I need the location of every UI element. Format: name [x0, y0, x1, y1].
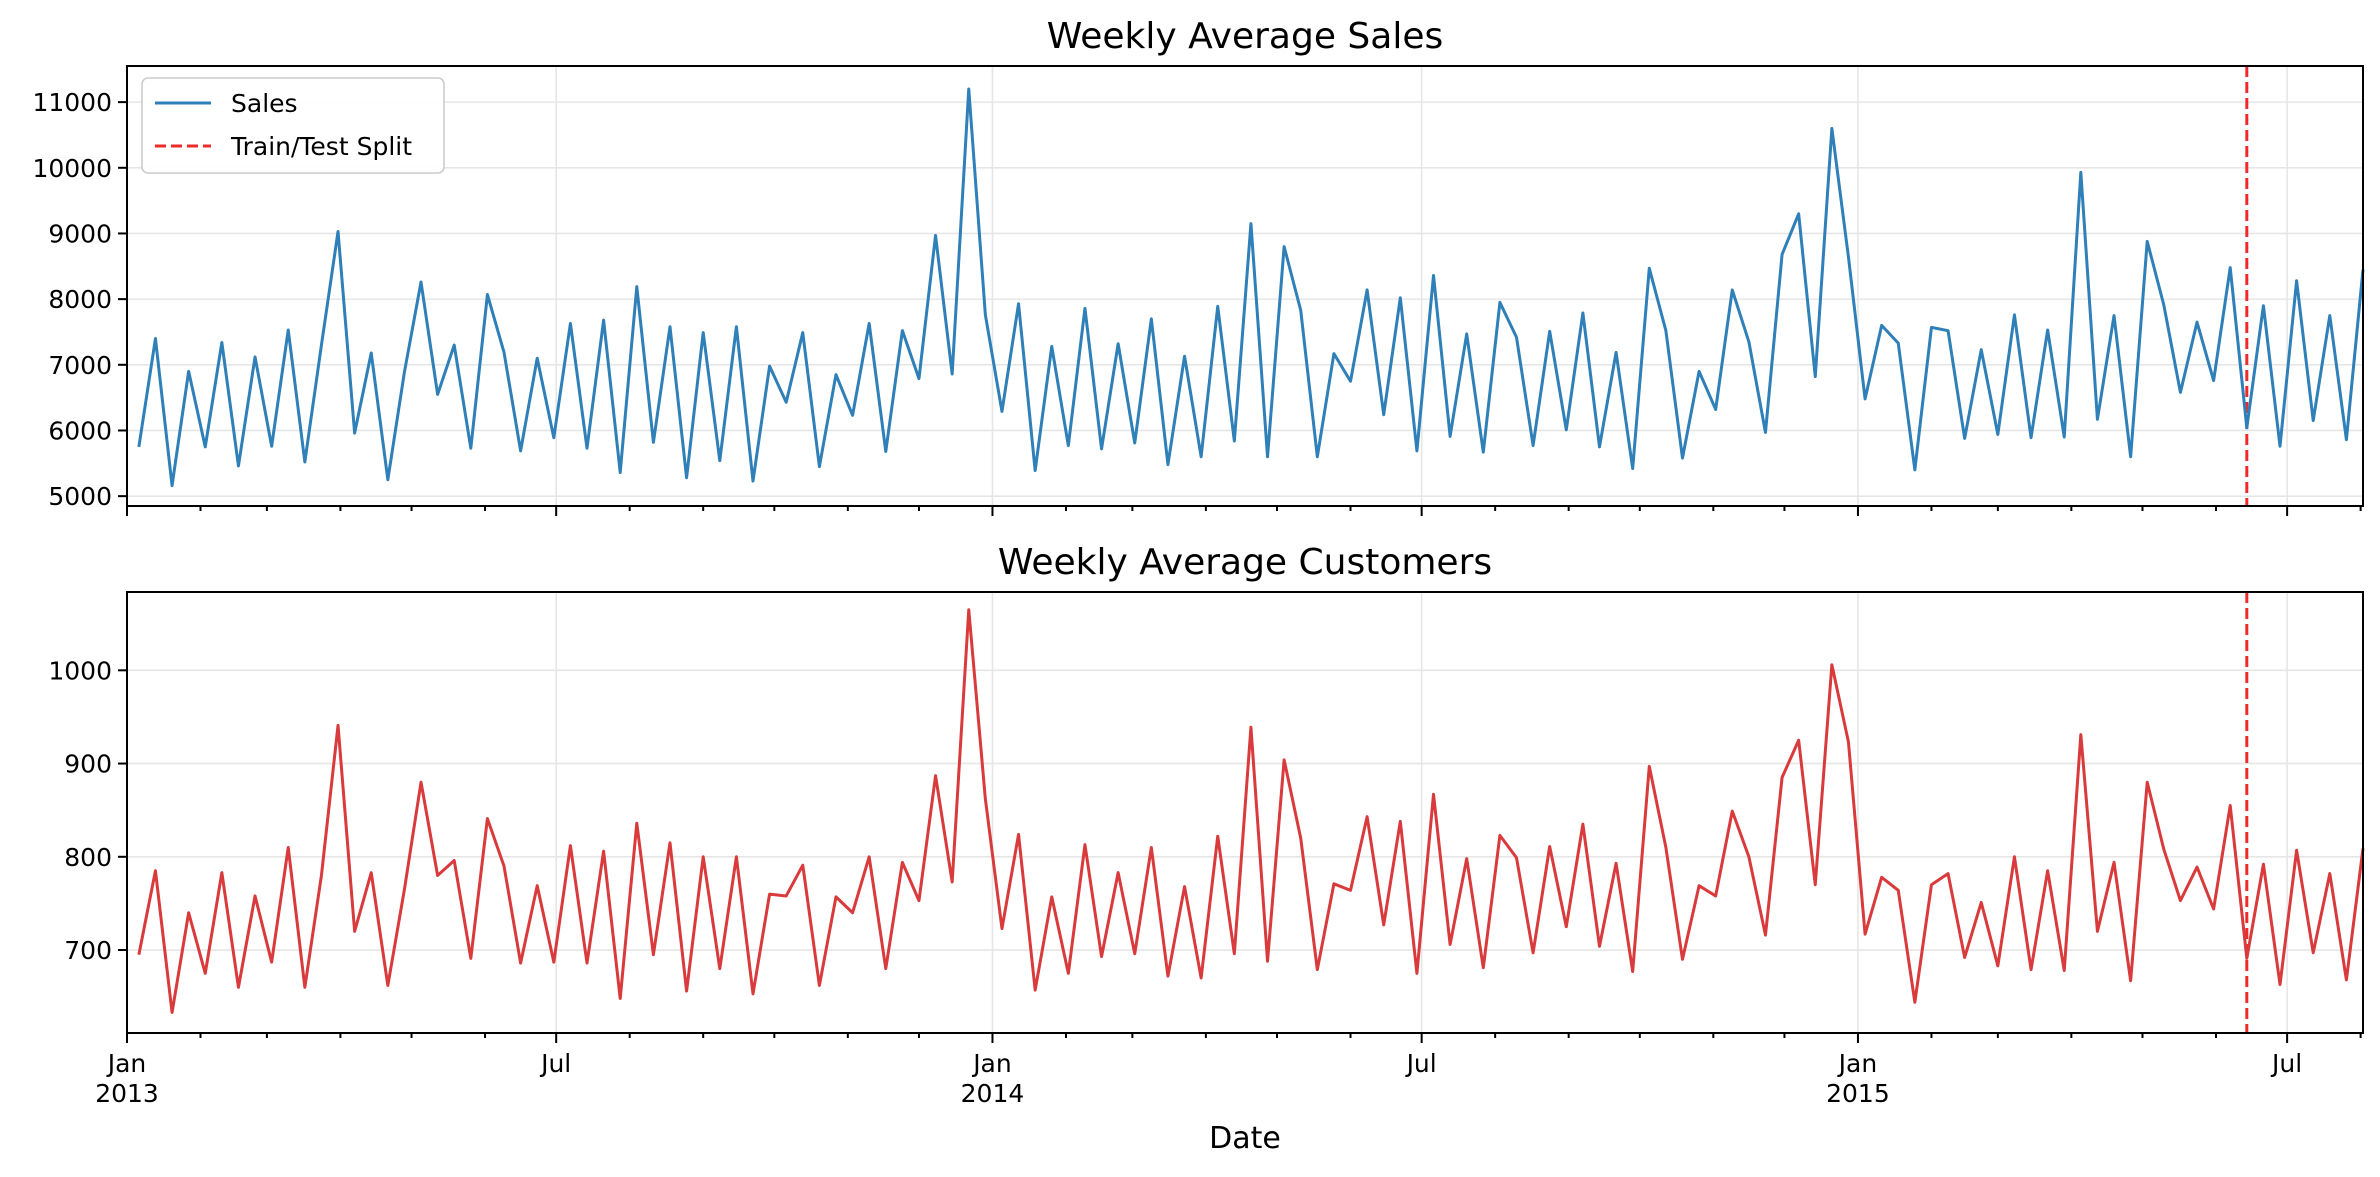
customers-chart-title: Weekly Average Customers: [998, 542, 1492, 583]
legend-sales-label: Sales: [231, 89, 298, 118]
sales-x-ticks: [126, 506, 2362, 516]
sales-legend: Sales Train/Test Split: [141, 77, 445, 174]
x-axis-label: Date: [1209, 1121, 1281, 1156]
x-tick-label: Jul: [539, 1049, 571, 1078]
y-tick-label: 1000: [48, 656, 112, 685]
y-tick-label: 11000: [32, 88, 112, 117]
y-tick-label: 700: [64, 936, 112, 965]
sales-grid: [126, 66, 2363, 506]
sales-series: [137, 87, 2365, 488]
sales-chart-title: Weekly Average Sales: [1047, 16, 1443, 57]
sales-line: [137, 87, 2365, 488]
y-tick-label: 10000: [32, 154, 112, 183]
sales-axes-frame: [126, 65, 2364, 507]
sales-subplot: Weekly Average Sales 5000 6000 7000 8000 900…: [32, 16, 2365, 516]
customers-line: [137, 608, 2365, 1014]
legend-box: [141, 77, 445, 174]
x-tick-year-label: 2014: [961, 1079, 1025, 1108]
x-tick-label: Jul: [1405, 1049, 1437, 1078]
y-tick-label: 800: [64, 843, 112, 872]
y-tick-label: 8000: [48, 285, 112, 314]
x-tick-year-label: 2013: [95, 1079, 159, 1108]
customers-subplot: Weekly Average Customers 700 800 900 1000 J…: [48, 542, 2365, 1156]
customers-axes-frame: [126, 591, 2364, 1034]
x-tick-label: Jan: [106, 1049, 147, 1078]
y-tick-label: 7000: [48, 351, 112, 380]
y-tick-label: 9000: [48, 219, 112, 248]
y-tick-label: 5000: [48, 482, 112, 511]
sales-y-axis: 5000 6000 7000 8000 9000 10000 11000: [32, 88, 127, 511]
legend-split-label: Train/Test Split: [230, 132, 412, 161]
x-tick-label: Jan: [1837, 1049, 1878, 1078]
y-tick-label: 900: [64, 750, 112, 779]
x-tick-year-label: 2015: [1826, 1079, 1890, 1108]
x-tick-label: Jul: [2270, 1049, 2302, 1078]
x-tick-label: Jan: [971, 1049, 1012, 1078]
y-tick-label: 6000: [48, 416, 112, 445]
customers-y-axis: 700 800 900 1000: [48, 656, 127, 965]
customers-series: [137, 608, 2365, 1014]
